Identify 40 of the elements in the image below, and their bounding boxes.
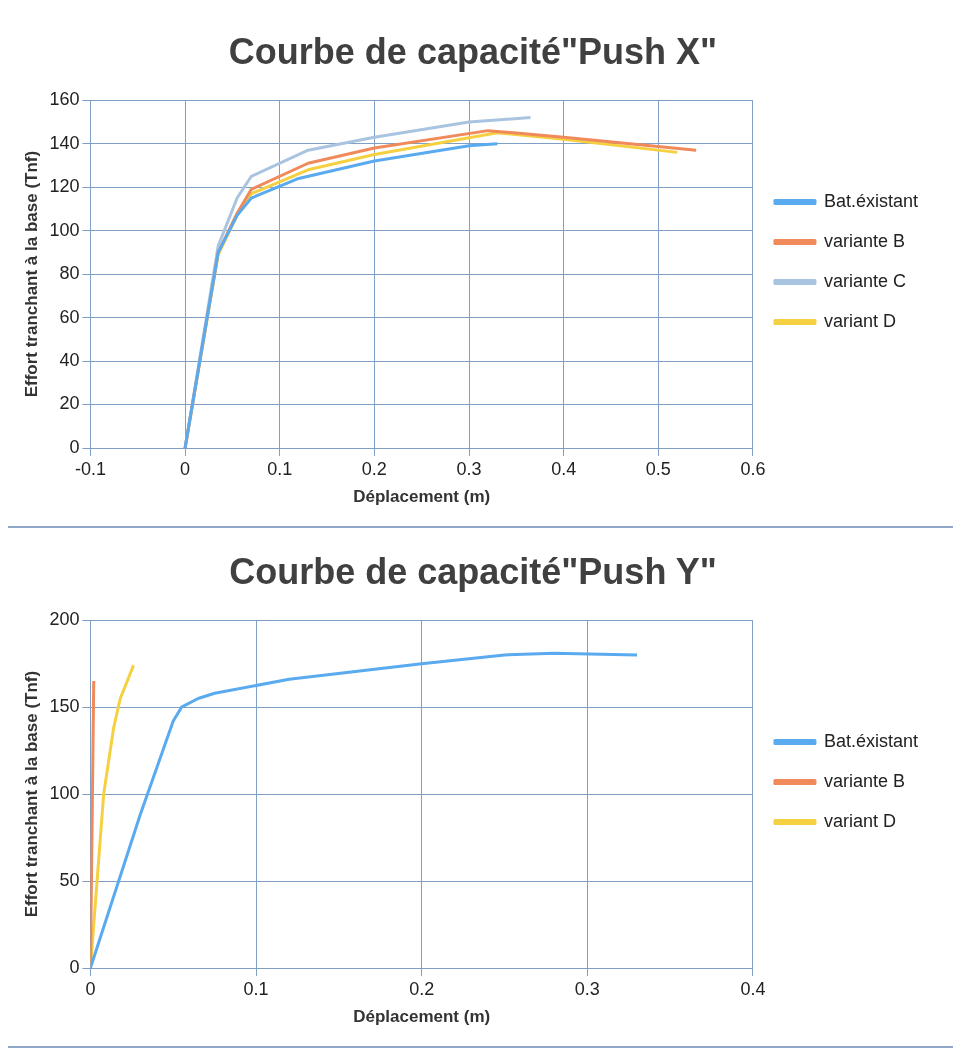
x-tick-label: 0.6: [740, 458, 766, 479]
x-tick-label: 0.1: [243, 978, 269, 999]
x-tick-label: 0.4: [551, 458, 577, 479]
y-tick-label: 60: [59, 306, 80, 327]
y-tick-label: 40: [59, 350, 80, 371]
x-tick-label: 0.2: [409, 978, 435, 999]
y-tick-label: 150: [49, 696, 80, 717]
x-tick-label: 0.1: [267, 458, 293, 479]
x-tick-label: 0: [85, 978, 96, 999]
legend-label: variant D: [823, 810, 896, 831]
y-tick-label: 140: [49, 132, 80, 153]
legend-label: variant D: [823, 310, 896, 331]
y-tick-label: 200: [49, 609, 80, 630]
x-axis-title: Déplacement (m): [353, 1007, 491, 1027]
y-tick-label: 100: [49, 219, 80, 240]
chart-title: Courbe de capacité"Push X": [228, 30, 718, 72]
y-tick-label: 160: [49, 89, 80, 110]
x-axis-title: Déplacement (m): [353, 487, 491, 507]
y-tick-label: 0: [69, 956, 80, 977]
legend-label: variante B: [823, 770, 905, 791]
y-axis-title: Effort tranchant à la base (Tnf): [21, 670, 41, 918]
x-tick-label: 0.3: [456, 458, 482, 479]
legend-label: Bat.éxistant: [823, 190, 919, 211]
y-tick-label: 20: [59, 393, 80, 414]
x-tick-label: 0.2: [361, 458, 387, 479]
x-tick-label: 0: [180, 458, 191, 479]
chart-title: Courbe de capacité"Push Y": [229, 550, 717, 592]
legend-label: Bat.éxistant: [823, 730, 919, 751]
legend-label: variante C: [823, 270, 906, 291]
y-tick-label: 100: [49, 783, 80, 804]
y-tick-label: 0: [69, 436, 80, 457]
x-tick-label: -0.1: [74, 458, 106, 479]
legend-label: variante B: [823, 230, 905, 251]
y-tick-label: 50: [59, 870, 80, 891]
x-tick-label: 0.5: [645, 458, 671, 479]
x-tick-label: 0.4: [740, 978, 766, 999]
y-tick-label: 80: [59, 263, 80, 284]
x-tick-label: 0.3: [574, 978, 600, 999]
y-tick-label: 120: [49, 176, 80, 197]
y-axis-title: Effort tranchant à la base (Tnf): [21, 150, 41, 398]
